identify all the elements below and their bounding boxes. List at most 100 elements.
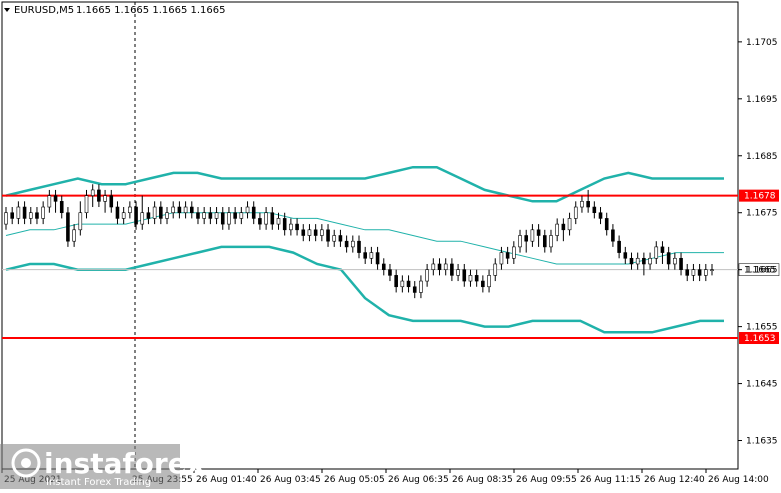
candle-body xyxy=(629,257,634,265)
candles-layer xyxy=(4,184,714,299)
candle-body xyxy=(84,195,89,214)
candle-body xyxy=(598,212,603,219)
candle-body xyxy=(468,275,473,282)
candle-body xyxy=(227,212,231,225)
price-level-tag xyxy=(739,189,779,202)
candle-body xyxy=(561,223,566,231)
candle-body xyxy=(78,212,83,231)
candle-body xyxy=(679,257,683,270)
candle-body xyxy=(710,269,714,271)
candle-body xyxy=(450,263,454,276)
candle-body xyxy=(326,229,330,242)
candle-body xyxy=(567,218,572,231)
candle-body xyxy=(425,269,429,282)
candle-body xyxy=(270,212,275,225)
y-tick-label: 1.1645 xyxy=(746,380,778,390)
candle-body xyxy=(115,206,120,219)
candle-body xyxy=(59,201,64,214)
candle-body xyxy=(313,229,318,236)
candle-body xyxy=(301,229,306,236)
candle-body xyxy=(72,229,76,242)
candle-body xyxy=(524,235,529,242)
candle-body xyxy=(648,257,652,265)
candle-body xyxy=(642,257,646,265)
candle-body xyxy=(121,212,126,219)
candle-body xyxy=(66,212,70,242)
candle-body xyxy=(53,195,58,202)
candle-body xyxy=(617,240,621,253)
candle-body xyxy=(592,206,597,214)
candle-body xyxy=(165,212,169,219)
candle-body xyxy=(697,269,702,276)
candle-body xyxy=(530,229,535,242)
candle-body xyxy=(536,229,541,236)
candle-body xyxy=(388,269,392,276)
x-tick-label: 26 Aug 05:05 xyxy=(324,475,385,485)
candle-body xyxy=(542,235,547,248)
candle-body xyxy=(431,263,436,270)
candle-body xyxy=(462,269,467,282)
candle-body xyxy=(171,206,176,214)
candle-body xyxy=(456,269,460,276)
candle-body xyxy=(481,280,485,288)
x-tick-label: 26 Aug 03:45 xyxy=(260,475,321,485)
candle-body xyxy=(555,223,559,236)
candle-body xyxy=(474,275,479,282)
candle-body xyxy=(419,280,423,293)
candle-body xyxy=(177,206,182,214)
x-tick-label: 26 Aug 06:35 xyxy=(388,475,449,485)
candle-body xyxy=(351,240,355,248)
candle-body xyxy=(140,212,145,225)
bollinger-upper-band xyxy=(5,165,724,203)
candle-body xyxy=(691,269,696,276)
x-tick-label: 26 Aug 08:35 xyxy=(452,475,513,485)
candle-body xyxy=(623,252,628,259)
y-tick-label: 1.1675 xyxy=(746,209,778,219)
candle-body xyxy=(660,246,665,253)
candle-body xyxy=(233,212,237,219)
candle-body xyxy=(189,206,194,214)
bollinger-middle-band xyxy=(5,212,724,265)
watermark-tagline: Instant Forex Trading xyxy=(46,477,151,488)
candle-body xyxy=(512,246,516,259)
candle-body xyxy=(97,189,101,202)
price-level-label: 1.1678 xyxy=(744,192,776,202)
candle-body xyxy=(487,275,491,288)
candle-body xyxy=(251,206,256,219)
candle-body xyxy=(4,212,8,225)
candle-body xyxy=(666,252,671,265)
candle-body xyxy=(295,223,299,231)
x-tick-label: 26 Aug 12:40 xyxy=(644,475,705,485)
symbol-label: EURUSD,M5 xyxy=(14,5,74,16)
watermark-brand: instaforex xyxy=(44,447,205,480)
candle-body xyxy=(338,235,343,242)
candle-body xyxy=(505,252,510,259)
candle-body xyxy=(152,206,157,219)
candle-body xyxy=(443,263,448,270)
price-level-label: 1.1665 xyxy=(744,266,776,276)
candle-body xyxy=(654,246,659,259)
candle-body xyxy=(22,206,27,219)
candle-body xyxy=(635,257,640,265)
candle-body xyxy=(183,206,188,214)
candle-body xyxy=(264,212,268,225)
triangle-down-icon[interactable] xyxy=(4,8,10,12)
candle-body xyxy=(400,280,405,288)
candle-body xyxy=(47,195,52,208)
candle-body xyxy=(357,240,361,253)
candle-body xyxy=(90,189,95,196)
candle-body xyxy=(276,218,281,225)
candle-body xyxy=(109,195,114,208)
candle-body xyxy=(704,269,708,276)
watermark: instaforex Instant Forex Trading xyxy=(0,444,205,489)
candle-body xyxy=(196,212,200,219)
candle-body xyxy=(202,212,206,219)
candle-body xyxy=(282,218,287,231)
candle-body xyxy=(146,212,151,219)
candle-body xyxy=(35,212,39,219)
candle-body xyxy=(239,212,244,219)
candle-body xyxy=(208,212,213,219)
candle-body xyxy=(220,212,225,225)
candle-body xyxy=(332,235,337,242)
